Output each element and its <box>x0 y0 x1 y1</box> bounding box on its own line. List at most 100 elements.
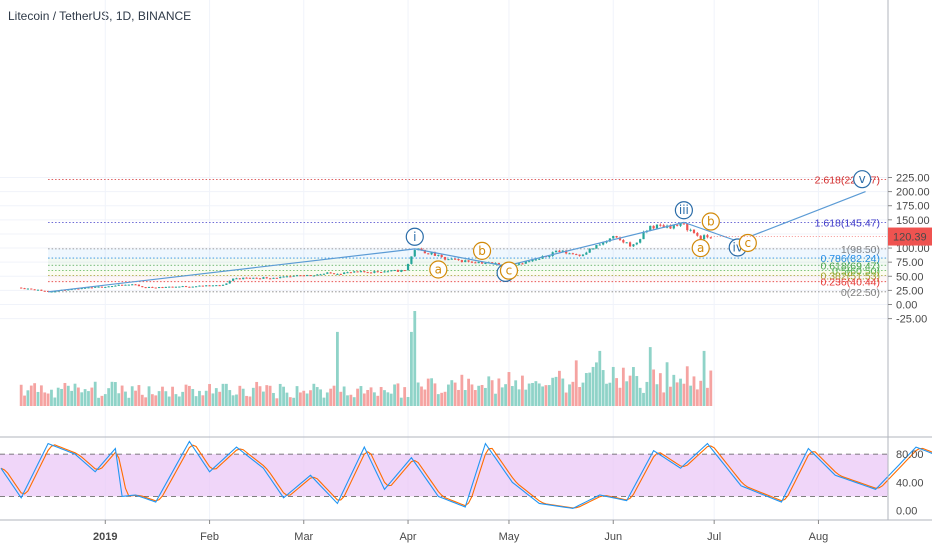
volume-bar-0 <box>19 384 23 406</box>
volume-bar-10 <box>53 397 57 406</box>
candle-body-61 <box>225 283 228 285</box>
candle-body-41 <box>158 287 161 289</box>
volume-bar-91 <box>325 392 329 406</box>
volume-bar-146 <box>510 386 514 406</box>
volume-bar-188 <box>652 369 656 406</box>
volume-bar-41 <box>157 391 161 406</box>
candle-body-18 <box>80 288 83 290</box>
candle-body-97 <box>346 272 349 274</box>
stoch-band <box>0 454 888 497</box>
fib-label-0: 0(22.50) <box>841 287 880 299</box>
volume-bar-171 <box>595 362 598 406</box>
volume-bar-190 <box>658 373 662 406</box>
volume-bar-28 <box>113 382 117 406</box>
candle-body-195 <box>676 224 679 226</box>
wave-circle-8 <box>691 238 710 258</box>
candle-body-177 <box>615 235 618 238</box>
volume-bar-70 <box>255 381 259 406</box>
volume-bar-126 <box>443 391 447 406</box>
volume-bar-78 <box>282 386 285 406</box>
volume-bar-5 <box>36 391 40 406</box>
candle-body-75 <box>272 277 275 279</box>
fib-band-2 <box>48 265 888 271</box>
volume-bar-104 <box>369 387 373 406</box>
volume-bar-86 <box>309 390 312 406</box>
candle-body-80 <box>289 276 292 278</box>
price-tick-2: 175.00 <box>896 201 930 213</box>
wave-label-2: iii <box>679 203 689 217</box>
volume-bar-161 <box>561 378 565 406</box>
candle-body-58 <box>215 285 218 287</box>
candle-body-203 <box>702 235 706 240</box>
candle-body-5 <box>36 289 40 291</box>
candle-body-52 <box>195 286 198 288</box>
candle-body-183 <box>635 242 638 245</box>
candle-body-31 <box>124 284 127 286</box>
volume-bar-89 <box>319 389 322 406</box>
volume-bar-193 <box>669 386 672 406</box>
volume-bar-42 <box>161 386 164 406</box>
volume-bar-8 <box>46 393 50 406</box>
candle-body-19 <box>84 287 87 289</box>
volume-bar-120 <box>423 389 427 406</box>
candle-body-131 <box>460 260 463 263</box>
candle-body-141 <box>494 262 497 264</box>
volume-bar-117 <box>413 311 417 406</box>
volume-bar-198 <box>685 366 689 406</box>
volume-bar-18 <box>80 392 84 406</box>
volume-bar-189 <box>655 384 659 406</box>
candle-body-99 <box>353 271 356 273</box>
date-tick-6: Jul <box>707 531 721 543</box>
volume-bar-16 <box>73 383 77 406</box>
candle-body-45 <box>171 286 174 288</box>
candle-body-107 <box>380 271 383 273</box>
volume-bar-72 <box>261 391 265 406</box>
candle-body-117 <box>413 250 416 257</box>
volume-bar-192 <box>665 362 669 406</box>
wave-circle-5 <box>429 260 448 279</box>
candle-body-140 <box>491 262 494 264</box>
candle-body-89 <box>319 274 322 276</box>
volume-bar-15 <box>70 390 74 406</box>
volume-bar-204 <box>706 387 709 406</box>
volume-bar-87 <box>312 383 316 406</box>
candle-body-98 <box>349 272 352 274</box>
candle-body-43 <box>164 286 167 288</box>
candle-body-86 <box>309 275 312 277</box>
volume-bar-123 <box>433 383 437 406</box>
candle-body-188 <box>652 225 655 229</box>
volume-bar-58 <box>214 388 218 406</box>
candle-body-21 <box>90 287 93 289</box>
candle-body-68 <box>248 277 252 279</box>
volume-bar-139 <box>487 376 491 406</box>
volume-bar-20 <box>87 391 90 406</box>
wave-circle-4 <box>853 170 872 189</box>
candle-body-125 <box>440 254 443 258</box>
candle-body-17 <box>77 288 80 290</box>
candle-body-95 <box>339 273 342 275</box>
volume-bar-45 <box>171 386 174 406</box>
volume-bar-29 <box>117 393 121 406</box>
volume-bar-74 <box>268 385 272 406</box>
candle-body-127 <box>447 259 450 261</box>
candle-body-170 <box>591 248 595 250</box>
wave-circle-10 <box>738 233 757 253</box>
volume-bar-205 <box>709 370 713 406</box>
candle-body-179 <box>622 240 625 243</box>
candle-body-108 <box>383 271 386 273</box>
volume-bar-31 <box>124 391 127 406</box>
candle-body-149 <box>521 263 524 265</box>
volume-bar-196 <box>679 378 682 406</box>
price-tick-10: -25.00 <box>896 314 927 326</box>
candle-body-28 <box>114 285 117 287</box>
candle-body-37 <box>144 287 147 289</box>
volume-bar-187 <box>648 347 652 406</box>
volume-bar-50 <box>187 385 191 406</box>
wave-circle-0 <box>405 227 424 246</box>
candle-body-46 <box>174 286 178 288</box>
volume-bar-33 <box>130 386 134 406</box>
fib-label-0.618: 0.618(69.47) <box>820 260 880 272</box>
volume-bar-73 <box>265 385 269 406</box>
candle-body-79 <box>285 276 289 278</box>
